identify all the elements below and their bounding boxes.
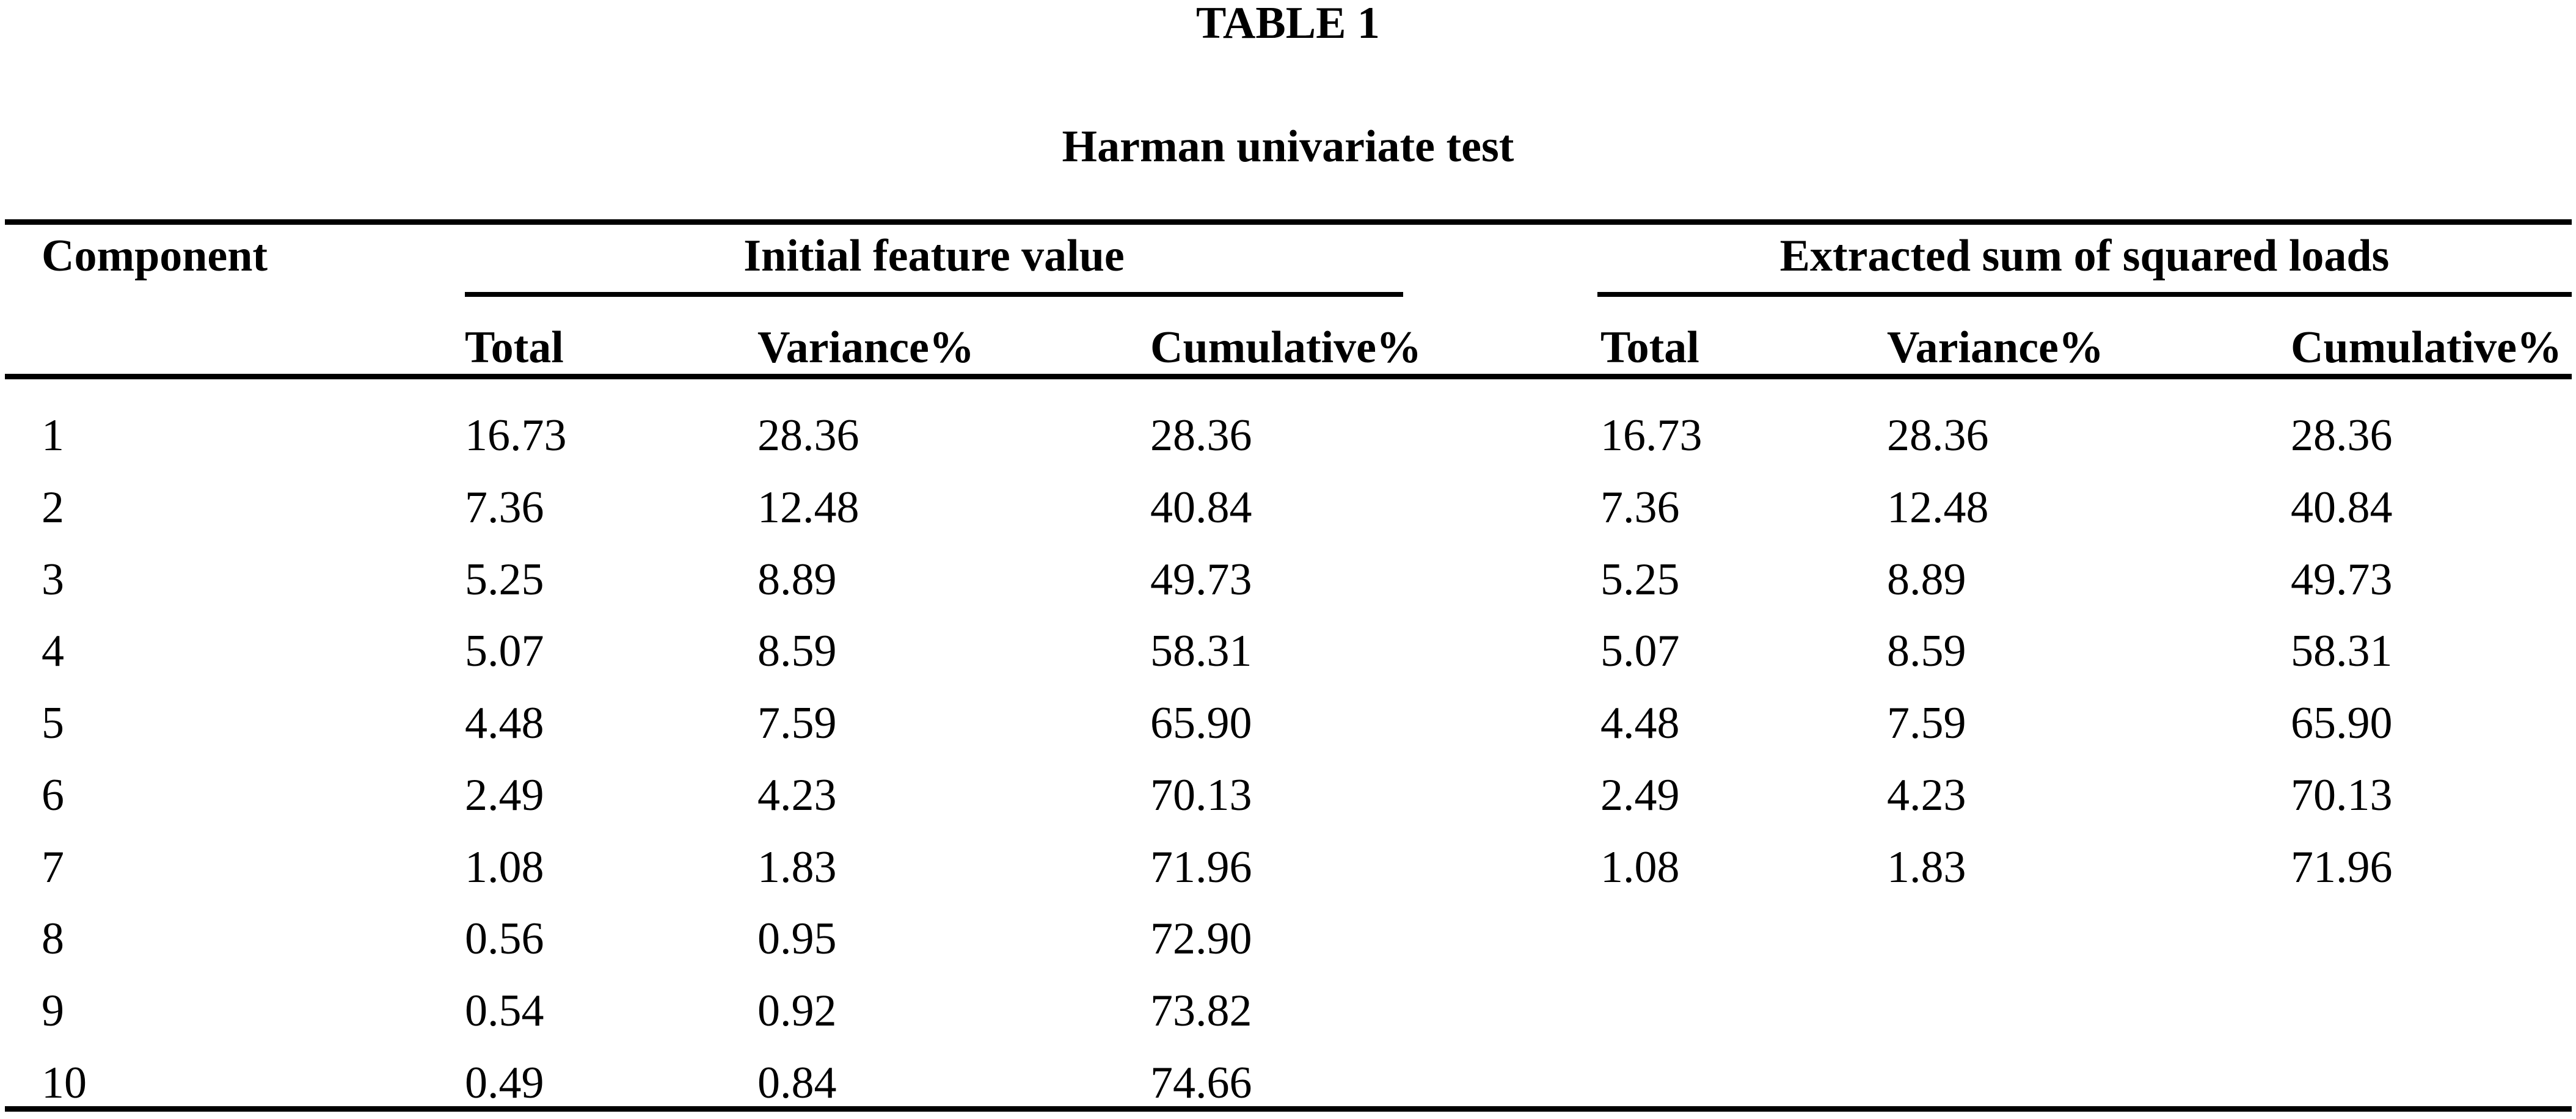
cell-initial-variance: 12.48 xyxy=(757,483,859,533)
cell-initial-variance: 28.36 xyxy=(757,410,859,461)
cell-extracted-total: 7.36 xyxy=(1600,483,1680,533)
cell-component: 3 xyxy=(42,555,64,605)
cell-component: 4 xyxy=(42,626,64,676)
cell-initial-variance: 4.23 xyxy=(757,770,837,820)
cell-extracted-variance: 8.59 xyxy=(1887,626,1966,676)
subheader-extracted-cumulative: Cumulative% xyxy=(2291,323,2562,373)
group-header-initial: Initial feature value xyxy=(743,231,1125,281)
cell-extracted-cumulative: 71.96 xyxy=(2291,842,2393,892)
cell-initial-cumulative: 28.36 xyxy=(1150,410,1252,461)
cell-initial-total: 7.36 xyxy=(465,483,544,533)
table-row: 3 5.25 8.89 49.73 5.25 8.89 49.73 xyxy=(0,557,2576,602)
subheader-initial-total: Total xyxy=(465,323,564,373)
cell-initial-variance: 7.59 xyxy=(757,698,837,748)
cell-initial-variance: 8.59 xyxy=(757,626,837,676)
cell-extracted-cumulative: 70.13 xyxy=(2291,770,2393,820)
table-row: 4 5.07 8.59 58.31 5.07 8.59 58.31 xyxy=(0,629,2576,674)
cell-initial-total: 2.49 xyxy=(465,770,544,820)
cell-initial-cumulative: 74.66 xyxy=(1150,1058,1252,1108)
cell-component: 7 xyxy=(42,842,64,892)
cell-extracted-total: 4.48 xyxy=(1600,698,1680,748)
cell-initial-cumulative: 40.84 xyxy=(1150,483,1252,533)
cell-extracted-total: 1.08 xyxy=(1600,842,1680,892)
header-rule xyxy=(5,374,2572,379)
table-row: 9 0.54 0.92 73.82 xyxy=(0,988,2576,1033)
table-row: 2 7.36 12.48 40.84 7.36 12.48 40.84 xyxy=(0,485,2576,530)
group-underline-extracted xyxy=(1597,292,2572,297)
cell-initial-total: 0.56 xyxy=(465,914,544,964)
cell-initial-total: 4.48 xyxy=(465,698,544,748)
top-rule xyxy=(5,219,2572,225)
cell-initial-cumulative: 58.31 xyxy=(1150,626,1252,676)
cell-extracted-total: 5.07 xyxy=(1600,626,1680,676)
cell-extracted-variance: 4.23 xyxy=(1887,770,1966,820)
bottom-rule xyxy=(5,1106,2572,1112)
cell-extracted-variance: 1.83 xyxy=(1887,842,1966,892)
cell-extracted-variance: 7.59 xyxy=(1887,698,1966,748)
cell-extracted-total: 2.49 xyxy=(1600,770,1680,820)
cell-extracted-cumulative: 49.73 xyxy=(2291,555,2393,605)
cell-component: 10 xyxy=(42,1058,87,1108)
group-header-extracted: Extracted sum of squared loads xyxy=(1779,231,2390,281)
cell-initial-total: 0.49 xyxy=(465,1058,544,1108)
cell-initial-variance: 8.89 xyxy=(757,555,837,605)
cell-extracted-cumulative: 40.84 xyxy=(2291,483,2393,533)
cell-component: 8 xyxy=(42,914,64,964)
subheader-initial-variance: Variance% xyxy=(757,323,974,373)
table-label: TABLE 1 xyxy=(1196,0,1380,48)
cell-initial-total: 0.54 xyxy=(465,986,544,1036)
cell-initial-total: 16.73 xyxy=(465,410,567,461)
table-row: 8 0.56 0.95 72.90 xyxy=(0,916,2576,961)
group-underline-initial xyxy=(465,292,1403,297)
table-row: 10 0.49 0.84 74.66 xyxy=(0,1060,2576,1106)
cell-initial-variance: 0.92 xyxy=(757,986,837,1036)
cell-extracted-variance: 28.36 xyxy=(1887,410,1989,461)
cell-component: 6 xyxy=(42,770,64,820)
cell-initial-total: 5.25 xyxy=(465,555,544,605)
cell-initial-cumulative: 71.96 xyxy=(1150,842,1252,892)
cell-extracted-total: 5.25 xyxy=(1600,555,1680,605)
cell-component: 5 xyxy=(42,698,64,748)
cell-initial-variance: 0.95 xyxy=(757,914,837,964)
cell-extracted-variance: 12.48 xyxy=(1887,483,1989,533)
column-header-component: Component xyxy=(42,231,268,281)
cell-extracted-cumulative: 28.36 xyxy=(2291,410,2393,461)
cell-component: 2 xyxy=(42,483,64,533)
cell-initial-cumulative: 73.82 xyxy=(1150,986,1252,1036)
cell-initial-cumulative: 65.90 xyxy=(1150,698,1252,748)
cell-component: 1 xyxy=(42,410,64,461)
subheader-extracted-variance: Variance% xyxy=(1887,323,2104,373)
cell-initial-cumulative: 70.13 xyxy=(1150,770,1252,820)
table-row: 7 1.08 1.83 71.96 1.08 1.83 71.96 xyxy=(0,845,2576,890)
cell-initial-variance: 0.84 xyxy=(757,1058,837,1108)
cell-extracted-cumulative: 65.90 xyxy=(2291,698,2393,748)
cell-initial-cumulative: 72.90 xyxy=(1150,914,1252,964)
cell-extracted-variance: 8.89 xyxy=(1887,555,1966,605)
subheader-extracted-total: Total xyxy=(1600,323,1699,373)
table-row: 5 4.48 7.59 65.90 4.48 7.59 65.90 xyxy=(0,701,2576,746)
cell-initial-cumulative: 49.73 xyxy=(1150,555,1252,605)
table-title: Harman univariate test xyxy=(1062,122,1514,172)
cell-initial-total: 5.07 xyxy=(465,626,544,676)
cell-initial-total: 1.08 xyxy=(465,842,544,892)
cell-extracted-cumulative: 58.31 xyxy=(2291,626,2393,676)
table-row: 6 2.49 4.23 70.13 2.49 4.23 70.13 xyxy=(0,773,2576,818)
cell-component: 9 xyxy=(42,986,64,1036)
table-row: 1 16.73 28.36 28.36 16.73 28.36 28.36 xyxy=(0,413,2576,458)
cell-extracted-total: 16.73 xyxy=(1600,410,1702,461)
cell-initial-variance: 1.83 xyxy=(757,842,837,892)
subheader-initial-cumulative: Cumulative% xyxy=(1150,323,1421,373)
